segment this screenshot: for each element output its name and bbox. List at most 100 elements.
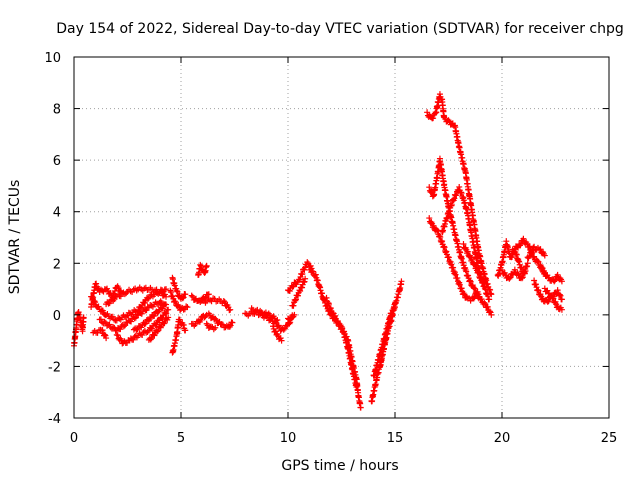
data-point <box>184 304 191 311</box>
data-point <box>475 291 482 298</box>
data-point <box>524 240 531 247</box>
data-point <box>291 311 298 318</box>
data-point <box>463 268 470 275</box>
data-point <box>534 286 541 293</box>
data-point <box>97 316 104 323</box>
data-point <box>128 318 135 325</box>
chart-title: Day 154 of 2022, Sidereal Day-to-day VTE… <box>56 21 624 37</box>
data-point <box>106 321 113 328</box>
data-point <box>484 293 491 300</box>
data-point <box>451 270 458 277</box>
y-tick-label: 10 <box>44 51 61 66</box>
x-axis-label: GPS time / hours <box>281 458 398 474</box>
data-point <box>101 318 108 325</box>
data-point <box>229 319 236 326</box>
data-point <box>458 190 465 197</box>
data-point <box>147 336 154 343</box>
x-tick-label: 10 <box>280 431 297 446</box>
data-point <box>138 324 145 331</box>
data-point <box>470 295 477 302</box>
data-point <box>93 280 100 287</box>
data-point <box>484 280 491 287</box>
data-point <box>111 316 118 323</box>
data-point <box>486 296 493 303</box>
data-point <box>436 232 443 239</box>
data-point <box>323 294 330 301</box>
data-point <box>558 306 565 313</box>
data-point <box>471 260 478 267</box>
data-point <box>117 326 124 333</box>
data-point <box>554 287 561 294</box>
data-point <box>519 274 526 281</box>
data-point <box>133 326 140 333</box>
data-point <box>130 336 137 343</box>
data-point <box>163 301 170 308</box>
data-point <box>353 384 360 391</box>
y-tick-label: 4 <box>53 206 61 221</box>
data-point <box>325 300 332 307</box>
data-point <box>161 320 168 327</box>
x-tick-label: 25 <box>601 431 618 446</box>
data-point <box>274 317 281 324</box>
data-point <box>227 306 234 313</box>
data-point <box>539 265 546 272</box>
data-point <box>535 258 542 265</box>
data-point <box>292 297 299 304</box>
data-point <box>556 291 563 298</box>
data-series-track <box>90 326 110 342</box>
data-point <box>467 278 474 285</box>
data-point <box>294 292 301 299</box>
data-point <box>506 275 513 282</box>
data-point <box>152 321 159 328</box>
data-point <box>142 299 149 306</box>
data-point <box>551 278 558 285</box>
data-point <box>157 324 164 331</box>
data-point <box>292 296 299 303</box>
data-point <box>482 286 489 293</box>
data-series-track <box>145 314 172 343</box>
data-point <box>499 266 505 273</box>
data-series-track <box>377 311 396 369</box>
data-series-track <box>537 262 565 285</box>
data-point <box>160 320 167 327</box>
data-point <box>516 242 523 249</box>
data-point <box>95 285 102 292</box>
data-point <box>155 327 162 334</box>
data-point <box>392 304 398 311</box>
data-series-track <box>285 311 298 323</box>
data-point <box>554 271 561 278</box>
data-point <box>131 315 138 322</box>
data-point <box>451 195 458 202</box>
data-point <box>212 315 219 322</box>
data-series-track <box>439 183 493 303</box>
data-point <box>443 248 450 255</box>
data-point <box>524 263 531 270</box>
data-series-track <box>167 287 191 314</box>
data-point <box>488 311 495 318</box>
data-point <box>180 294 187 301</box>
data-point <box>430 115 437 122</box>
data-point <box>171 298 178 305</box>
data-point <box>550 295 557 302</box>
data-point <box>520 235 527 242</box>
data-point <box>452 271 459 278</box>
data-point <box>306 263 313 270</box>
data-point <box>552 277 559 284</box>
data-point <box>466 277 473 284</box>
data-point <box>481 283 488 290</box>
data-point <box>310 268 317 275</box>
data-point <box>297 287 304 294</box>
data-point <box>286 287 293 294</box>
data-point <box>539 295 546 302</box>
y-tick-label: 8 <box>53 103 61 118</box>
data-point <box>174 288 181 295</box>
data-point <box>165 306 172 313</box>
data-point <box>270 323 277 330</box>
data-point <box>151 332 158 339</box>
data-point <box>465 272 472 279</box>
data-point <box>450 196 457 203</box>
data-point <box>426 184 433 191</box>
data-point <box>558 296 565 303</box>
data-point <box>218 321 225 328</box>
data-point <box>91 298 98 305</box>
